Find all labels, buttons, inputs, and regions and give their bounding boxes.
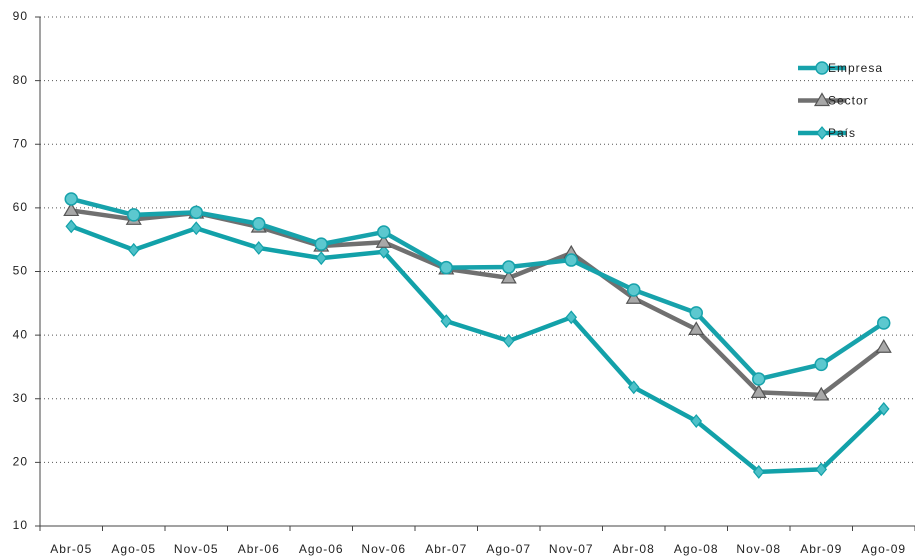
y-tick-label: 20 <box>13 455 28 469</box>
x-tick-label: Nov-08 <box>736 542 781 556</box>
x-tick-label: Nov-05 <box>174 542 219 556</box>
marker <box>816 126 828 140</box>
marker <box>252 217 266 231</box>
marker <box>877 401 890 416</box>
marker <box>500 269 517 284</box>
y-tick-label: 40 <box>13 327 28 341</box>
x-tick-label: Nov-07 <box>549 542 594 556</box>
series-line <box>70 208 886 398</box>
marker <box>625 290 642 304</box>
y-tick-label: 70 <box>13 136 28 150</box>
marker <box>440 314 453 329</box>
y-tick-label: 30 <box>13 391 28 405</box>
marker <box>815 61 829 75</box>
marker <box>688 321 705 335</box>
marker <box>64 192 78 206</box>
series-line <box>70 196 885 382</box>
marker <box>377 225 391 239</box>
marker <box>690 414 703 428</box>
x-tick-label: Ago-06 <box>299 542 344 556</box>
marker <box>252 241 265 255</box>
x-tick-label: Abr-08 <box>613 542 655 556</box>
marker <box>127 208 141 222</box>
marker <box>565 310 578 325</box>
marker <box>877 316 891 330</box>
marker <box>315 251 328 266</box>
marker <box>314 237 328 251</box>
marker <box>127 242 140 257</box>
x-tick-label: Abr-07 <box>425 542 467 556</box>
x-tick-label: Abr-05 <box>50 542 92 556</box>
marker <box>752 464 765 479</box>
marker <box>502 260 516 274</box>
marker <box>502 333 515 348</box>
marker <box>627 283 641 297</box>
x-tick-label: Abr-09 <box>800 542 842 556</box>
marker <box>65 219 78 234</box>
marker <box>377 244 390 259</box>
marker <box>627 380 640 395</box>
x-tick-label: Abr-06 <box>238 542 280 556</box>
y-tick-label: 80 <box>13 73 28 87</box>
y-tick-label: 90 <box>13 9 28 23</box>
x-tick-label: Ago-08 <box>674 542 719 556</box>
marker <box>814 357 828 372</box>
marker <box>375 234 392 248</box>
marker <box>875 339 892 353</box>
legend-label: Sector <box>828 94 869 108</box>
marker <box>63 202 80 217</box>
y-tick-label: 50 <box>13 264 28 278</box>
x-tick-label: Ago-05 <box>111 542 156 556</box>
legend-label: País <box>828 126 856 140</box>
marker <box>190 221 203 236</box>
x-tick-label: Ago-09 <box>861 542 906 556</box>
legend-label: Empresa <box>828 61 883 75</box>
x-tick-label: Nov-06 <box>361 542 406 556</box>
marker <box>752 372 766 386</box>
marker <box>689 306 703 320</box>
y-tick-label: 60 <box>13 200 28 214</box>
marker <box>750 384 767 398</box>
x-tick-label: Ago-07 <box>486 542 531 556</box>
marker <box>815 462 828 477</box>
series-line <box>70 224 886 475</box>
marker <box>189 205 203 220</box>
marker <box>813 92 831 107</box>
y-tick-label: 10 <box>13 518 28 532</box>
marker <box>439 260 453 275</box>
marker <box>813 386 830 401</box>
marker <box>564 253 578 267</box>
